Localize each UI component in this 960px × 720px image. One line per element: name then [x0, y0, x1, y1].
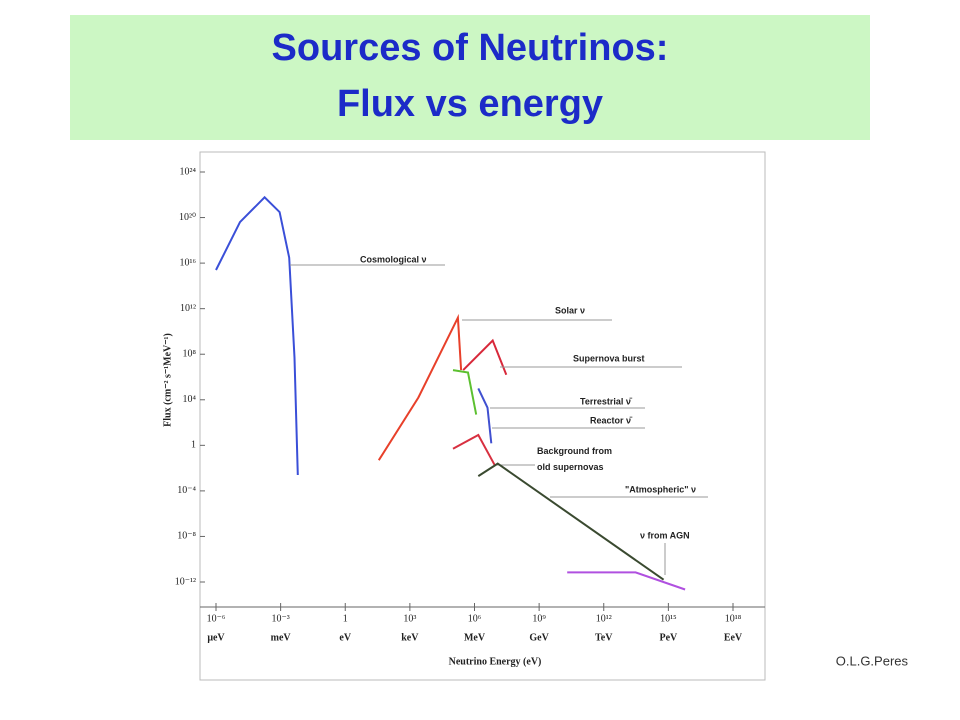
x-tick-unit: eV: [339, 632, 351, 643]
series-label: Solar ν: [555, 305, 585, 315]
x-tick-label: 10¹²: [596, 613, 612, 624]
title-box: [70, 15, 870, 140]
series-label: Terrestrial ν̄: [580, 396, 633, 406]
x-tick-unit: keV: [401, 632, 419, 643]
series-line: [215, 195, 299, 476]
x-tick-unit: TeV: [595, 632, 613, 643]
series-line: [452, 433, 496, 467]
x-tick-label: 10⁶: [468, 613, 482, 624]
y-tick-label: 10⁻⁸: [177, 531, 196, 542]
series-line: [477, 387, 493, 444]
subtitle: Flux vs energy: [337, 83, 603, 125]
x-tick-label: 10⁻³: [271, 613, 289, 624]
series-label: Supernova burst: [573, 353, 645, 363]
x-tick-label: 10⁹: [532, 613, 546, 624]
x-tick-unit: meV: [271, 632, 292, 643]
x-tick-label: 10¹⁵: [660, 613, 676, 624]
series-line: [452, 369, 478, 415]
series-label: Cosmological ν: [360, 254, 427, 264]
credit: O.L.G.Peres: [836, 653, 909, 668]
title: Sources of Neutrinos:: [272, 27, 669, 69]
x-tick-unit: μeV: [207, 632, 225, 643]
y-tick-label: 10¹²: [180, 303, 196, 314]
y-axis-label: Flux (cm⁻² s⁻¹MeV⁻¹): [162, 333, 173, 427]
y-tick-label: 10⁴: [183, 394, 197, 405]
y-tick-label: 10²⁰: [179, 212, 196, 223]
series-line: [377, 313, 463, 461]
x-tick-unit: GeV: [529, 632, 549, 643]
x-tick-unit: MeV: [464, 632, 486, 643]
y-tick-label: 10⁻⁴: [177, 485, 196, 496]
x-tick-unit: EeV: [724, 632, 743, 643]
y-tick-label: 1: [191, 440, 196, 451]
x-tick-unit: PeV: [659, 632, 678, 643]
series-line: [567, 571, 686, 591]
series-label: ν from AGN: [640, 530, 690, 540]
x-axis-label: Neutrino Energy (eV): [449, 656, 542, 667]
series-label: "Atmospheric" ν: [625, 484, 696, 494]
series-label: Reactor ν̄: [590, 415, 633, 425]
series-label: Background from old supernovas: [537, 446, 612, 472]
plot-frame: [199, 151, 766, 681]
x-tick-label: 1: [343, 613, 348, 624]
x-tick-label: 10¹⁸: [725, 613, 742, 624]
y-tick-label: 10⁸: [183, 349, 197, 360]
x-tick-label: 10⁻⁶: [207, 613, 226, 624]
y-tick-label: 10⁻¹²: [175, 576, 196, 587]
y-tick-label: 10²⁴: [180, 166, 197, 177]
series-line: [462, 338, 508, 376]
x-tick-label: 10³: [403, 613, 416, 624]
y-tick-label: 10¹⁶: [180, 257, 197, 268]
series-line: [477, 462, 665, 581]
